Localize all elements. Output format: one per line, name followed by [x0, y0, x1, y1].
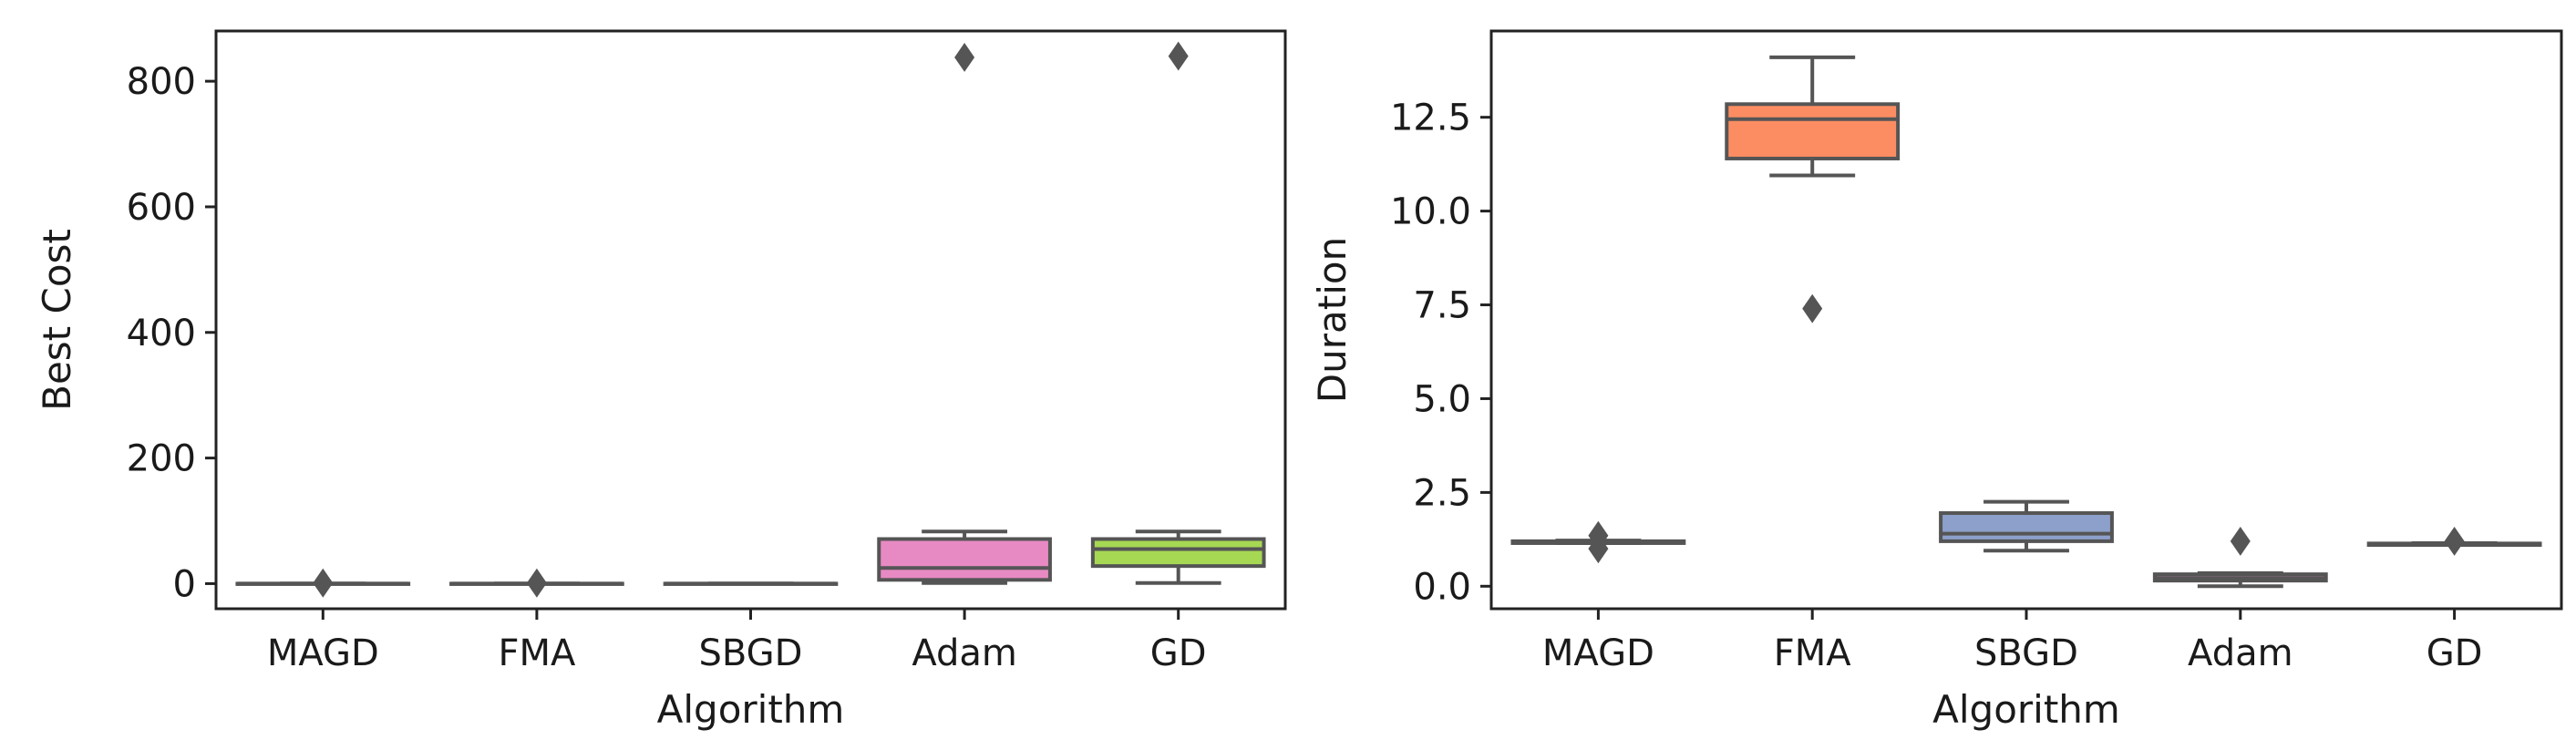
box-gd: [2366, 526, 2542, 556]
outlier-point: [954, 42, 975, 72]
y-tick-label: 0: [173, 563, 196, 605]
y-tick-label: 2.5: [1413, 472, 1471, 514]
outlier-point: [1168, 41, 1189, 71]
box-sbgd: [663, 581, 839, 586]
x-axis-title: Algorithm: [657, 687, 845, 732]
y-tick-label: 200: [127, 438, 196, 480]
outlier-point: [526, 568, 547, 598]
y-tick-label: 400: [127, 313, 196, 354]
plot-frame: [214, 29, 1287, 611]
box-body: [1725, 102, 1901, 160]
x-tick-label: MAGD: [1542, 632, 1654, 674]
box-body: [1939, 511, 2114, 543]
y-tick-label: 10.0: [1390, 191, 1471, 233]
x-tick-label: GD: [2427, 632, 2483, 674]
box-adam: [2152, 526, 2328, 589]
x-tick-label: SBGD: [1974, 632, 2078, 674]
box-sbgd: [1939, 499, 2114, 553]
x-tick-label: FMA: [1774, 632, 1852, 674]
x-tick-label: SBGD: [699, 632, 803, 674]
outlier-point: [1802, 293, 1823, 324]
box-gd: [1090, 41, 1266, 585]
y-tick-label: 800: [127, 61, 196, 103]
outlier-point: [313, 568, 334, 598]
x-axis-title: Algorithm: [1932, 687, 2120, 732]
box-fma: [1725, 55, 1901, 324]
x-tick-label: GD: [1150, 632, 1207, 674]
y-tick-label: 5.0: [1413, 378, 1471, 420]
y-axis-title: Best Cost: [35, 229, 79, 411]
x-tick-label: Adam: [2188, 632, 2293, 674]
x-tick-label: Adam: [912, 632, 1017, 674]
duration-panel: 0.0 2.5 5.0 7.5 10.0 12.5 MAGD FMA SBGD Adam GD Alg…: [1310, 29, 2563, 732]
y-axis-title: Duration: [1310, 237, 1355, 403]
x-tick-label: MAGD: [267, 632, 379, 674]
best-cost-panel: 0 200 400 600 800 MAGD FMA SBGD Adam GD Algorithm B…: [35, 29, 1287, 732]
outlier-point: [2444, 526, 2465, 556]
y-tick-label: 7.5: [1413, 285, 1471, 327]
box-fma: [449, 568, 624, 598]
box-body: [877, 537, 1052, 582]
y-tick-label: 0.0: [1413, 566, 1471, 608]
outlier-point: [1588, 520, 1609, 550]
y-tick-label: 600: [127, 187, 196, 229]
outlier-point: [2230, 526, 2251, 556]
x-tick-label: FMA: [498, 632, 576, 674]
box-magd: [1510, 520, 1686, 564]
y-tick-label: 12.5: [1390, 98, 1471, 139]
box-magd: [235, 568, 411, 598]
box-body: [1090, 537, 1266, 569]
box-adam: [877, 42, 1052, 585]
